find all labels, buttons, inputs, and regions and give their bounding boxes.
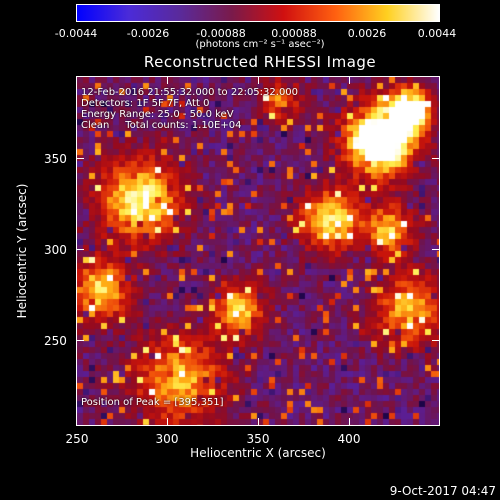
y-tick-label: 250 <box>44 334 67 348</box>
clean-counts-label: Clean Total counts: 1.10E+04 <box>81 120 242 131</box>
x-tick <box>349 418 350 426</box>
detectors-label: Detectors: 1F 5F 7F, Att 0 <box>81 98 210 109</box>
image-plot: 12-Feb-2016 21:55:32.000 to 22:05:32.000… <box>76 76 440 426</box>
colorbar-tick-label: -0.0026 <box>126 27 170 40</box>
timestamp: 9-Oct-2017 04:47 <box>389 484 496 498</box>
peak-position-label: Position of Peak = [395,351] <box>81 397 224 408</box>
colorbar-tick-label: -0.00088 <box>196 27 246 40</box>
colorbar-tick-label: 0.00088 <box>271 27 317 40</box>
x-tick-label: 350 <box>246 432 270 446</box>
x-tick <box>167 76 168 84</box>
y-tick-label: 300 <box>44 243 67 257</box>
colorbar-tick-label: 0.0026 <box>347 27 387 40</box>
colorbar <box>76 4 440 22</box>
x-tick <box>258 76 259 84</box>
colorbar-tick-label: 0.0044 <box>417 27 457 40</box>
y-tick <box>432 340 440 341</box>
y-tick <box>432 249 440 250</box>
x-tick <box>167 418 168 426</box>
energy-range-label: Energy Range: 25.0 - 50.0 keV <box>81 109 234 120</box>
x-tick-label: 250 <box>65 432 89 446</box>
y-axis-label: Heliocentric Y (arcsec) <box>15 183 29 319</box>
x-tick-label: 300 <box>155 432 179 446</box>
x-tick <box>258 418 259 426</box>
colorbar-tick-label: -0.0044 <box>54 27 98 40</box>
x-tick <box>76 418 77 426</box>
y-tick <box>432 158 440 159</box>
y-tick <box>76 158 84 159</box>
x-tick-label: 400 <box>337 432 361 446</box>
x-tick <box>349 76 350 84</box>
rhessi-image-heatmap <box>77 77 439 425</box>
x-axis-label: Heliocentric X (arcsec) <box>190 446 326 460</box>
plot-title: Reconstructed RHESSI Image <box>143 53 377 71</box>
y-tick <box>76 340 84 341</box>
time-range-label: 12-Feb-2016 21:55:32.000 to 22:05:32.000 <box>81 87 299 98</box>
y-tick-label: 350 <box>44 152 67 166</box>
colorbar-units: (photons cm⁻² s⁻¹ asec⁻²) <box>195 39 325 50</box>
y-tick <box>76 249 84 250</box>
